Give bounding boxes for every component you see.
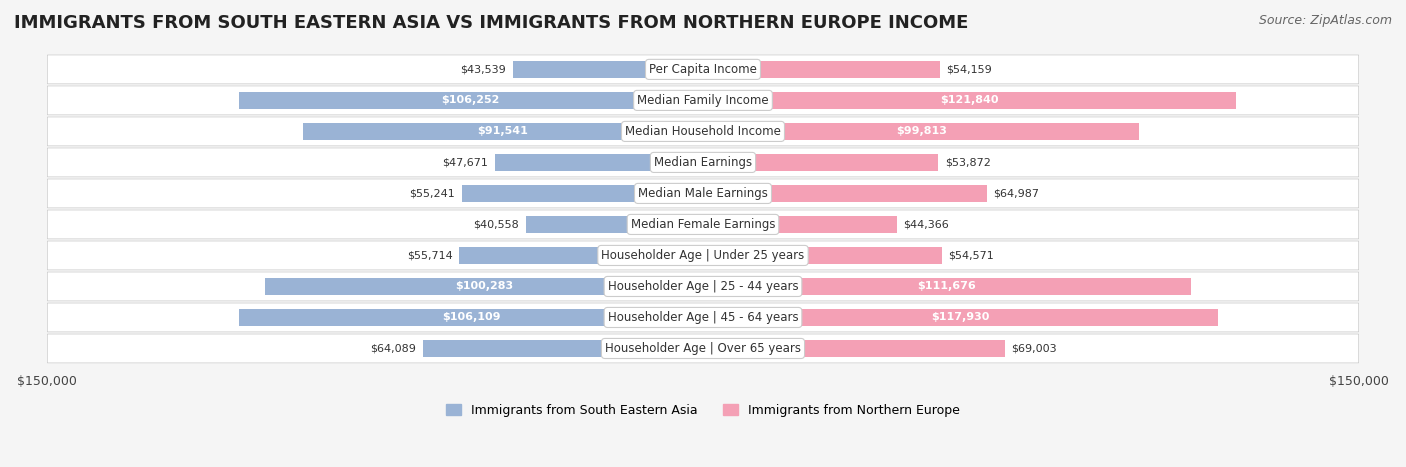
Bar <box>703 61 939 78</box>
Text: $91,541: $91,541 <box>478 127 529 136</box>
Bar <box>526 216 703 233</box>
Text: $55,714: $55,714 <box>408 250 453 261</box>
Text: Median Earnings: Median Earnings <box>654 156 752 169</box>
Bar <box>513 61 703 78</box>
Text: IMMIGRANTS FROM SOUTH EASTERN ASIA VS IMMIGRANTS FROM NORTHERN EUROPE INCOME: IMMIGRANTS FROM SOUTH EASTERN ASIA VS IM… <box>14 14 969 32</box>
Text: $111,676: $111,676 <box>918 282 976 291</box>
FancyBboxPatch shape <box>48 117 1358 146</box>
Legend: Immigrants from South Eastern Asia, Immigrants from Northern Europe: Immigrants from South Eastern Asia, Immi… <box>441 399 965 422</box>
Text: Median Male Earnings: Median Male Earnings <box>638 187 768 200</box>
Bar <box>423 340 703 357</box>
Text: $69,003: $69,003 <box>1011 343 1057 354</box>
FancyBboxPatch shape <box>48 303 1358 332</box>
FancyBboxPatch shape <box>48 241 1358 270</box>
Text: $121,840: $121,840 <box>941 95 998 106</box>
Text: Source: ZipAtlas.com: Source: ZipAtlas.com <box>1258 14 1392 27</box>
Text: Householder Age | Under 25 years: Householder Age | Under 25 years <box>602 249 804 262</box>
Text: Householder Age | 25 - 44 years: Householder Age | 25 - 44 years <box>607 280 799 293</box>
Bar <box>703 154 938 171</box>
Text: $117,930: $117,930 <box>932 312 990 322</box>
Text: $43,539: $43,539 <box>460 64 506 74</box>
Bar <box>703 247 942 264</box>
Text: $64,089: $64,089 <box>370 343 416 354</box>
Text: $99,813: $99,813 <box>896 127 946 136</box>
Bar <box>239 309 703 326</box>
FancyBboxPatch shape <box>48 334 1358 363</box>
FancyBboxPatch shape <box>48 210 1358 239</box>
Text: $54,571: $54,571 <box>948 250 994 261</box>
Bar <box>703 278 1191 295</box>
Text: $53,872: $53,872 <box>945 157 991 168</box>
Text: Median Female Earnings: Median Female Earnings <box>631 218 775 231</box>
Text: $54,159: $54,159 <box>946 64 993 74</box>
Text: $106,109: $106,109 <box>441 312 501 322</box>
Bar <box>703 123 1139 140</box>
Bar <box>703 309 1219 326</box>
Text: $55,241: $55,241 <box>409 188 456 198</box>
Bar <box>264 278 703 295</box>
Text: $64,987: $64,987 <box>994 188 1039 198</box>
FancyBboxPatch shape <box>48 148 1358 177</box>
Text: $47,671: $47,671 <box>443 157 488 168</box>
Text: Householder Age | Over 65 years: Householder Age | Over 65 years <box>605 342 801 355</box>
Text: Median Household Income: Median Household Income <box>626 125 780 138</box>
Bar <box>302 123 703 140</box>
Bar <box>703 185 987 202</box>
Text: Householder Age | 45 - 64 years: Householder Age | 45 - 64 years <box>607 311 799 324</box>
Bar <box>239 92 703 109</box>
Text: Median Family Income: Median Family Income <box>637 94 769 107</box>
Bar <box>703 92 1236 109</box>
FancyBboxPatch shape <box>48 55 1358 84</box>
Text: $40,558: $40,558 <box>474 219 519 229</box>
Bar <box>461 185 703 202</box>
FancyBboxPatch shape <box>48 86 1358 115</box>
Bar <box>460 247 703 264</box>
FancyBboxPatch shape <box>48 179 1358 208</box>
Bar <box>703 216 897 233</box>
Text: Per Capita Income: Per Capita Income <box>650 63 756 76</box>
Text: $44,366: $44,366 <box>904 219 949 229</box>
Bar <box>495 154 703 171</box>
Text: $100,283: $100,283 <box>454 282 513 291</box>
Bar <box>703 340 1005 357</box>
FancyBboxPatch shape <box>48 272 1358 301</box>
Text: $106,252: $106,252 <box>441 95 501 106</box>
